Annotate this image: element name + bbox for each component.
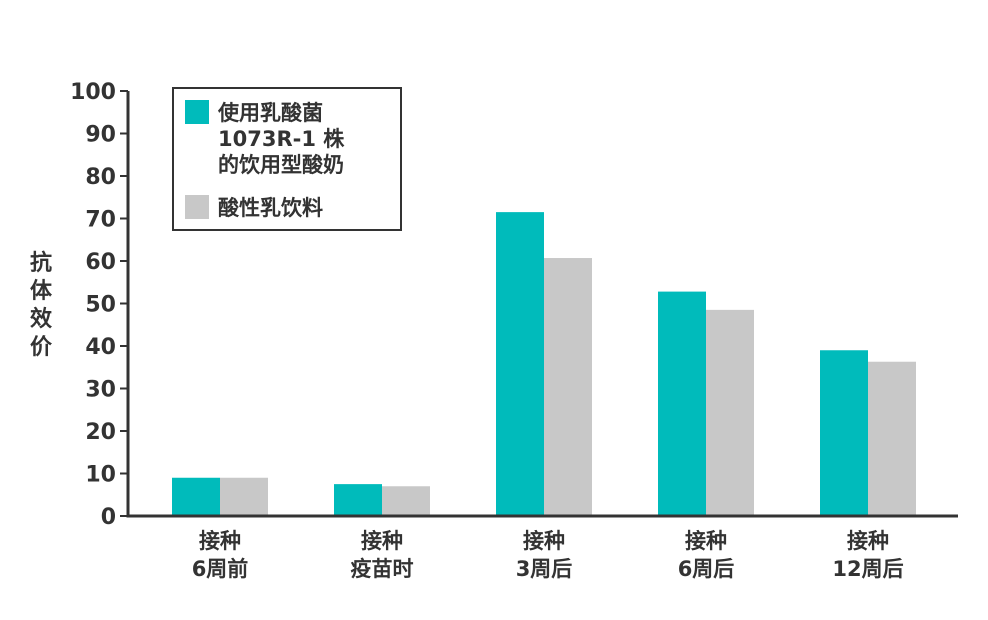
y-tick-label: 50 [85, 293, 116, 318]
y-axis-title-char: 价 [30, 335, 53, 360]
bar-acid-milk-drink-3 [706, 309, 754, 516]
x-category-label: 疫苗时 [351, 557, 414, 581]
y-tick-label: 70 [85, 208, 116, 233]
x-category-label: 接种 [199, 529, 241, 553]
y-tick-label: 30 [85, 378, 116, 403]
y-tick-label: 100 [70, 80, 116, 105]
y-axis-title-char: 抗 [30, 250, 52, 276]
bar-acid-milk-drink-2 [544, 258, 592, 516]
y-tick-label: 90 [85, 123, 116, 148]
y-tick-label: 10 [85, 463, 116, 488]
bars [172, 212, 916, 516]
bar-acid-milk-drink-1 [382, 486, 430, 516]
y-axis-ticks: 0 10 20 30 40 50 60 70 80 90 100 [70, 80, 128, 530]
legend-label-yogurt: 使用乳酸菌 [217, 101, 323, 125]
x-category-label: 接种 [361, 529, 403, 553]
bar-yogurt-0 [172, 477, 220, 516]
legend-box [172, 87, 402, 231]
y-tick-label: 80 [85, 165, 116, 190]
y-tick-label: 20 [85, 420, 116, 445]
legend-label-acid-milk-drink: 酸性乳饮料 [218, 196, 323, 220]
x-category-label: 6周前 [192, 557, 249, 581]
legend-label-yogurt: 的饮用型酸奶 [218, 153, 344, 177]
x-category-label: 12周后 [832, 557, 903, 581]
y-tick-label: 0 [101, 505, 116, 530]
bar-yogurt-3 [658, 291, 706, 516]
x-category-label: 6周后 [678, 557, 735, 581]
x-category-label: 3周后 [516, 557, 573, 581]
bar-yogurt-4 [820, 350, 868, 516]
legend-swatch-yogurt [185, 100, 209, 124]
y-axis-title-char: 体 [30, 279, 53, 304]
bar-yogurt-2 [496, 212, 544, 516]
legend-label-yogurt: 1073R-1 株 [218, 127, 345, 151]
y-axis-title-char: 效 [30, 306, 52, 332]
x-category-label: 接种 [523, 529, 565, 553]
bar-acid-milk-drink-4 [868, 361, 916, 516]
bar-yogurt-1 [334, 484, 382, 516]
x-category-label: 接种 [685, 529, 727, 553]
legend-swatch-acid-milk-drink [185, 195, 209, 219]
bar-acid-milk-drink-0 [220, 477, 268, 516]
y-tick-label: 40 [85, 335, 116, 360]
y-tick-label: 60 [85, 250, 116, 275]
x-category-label: 接种 [847, 529, 889, 553]
